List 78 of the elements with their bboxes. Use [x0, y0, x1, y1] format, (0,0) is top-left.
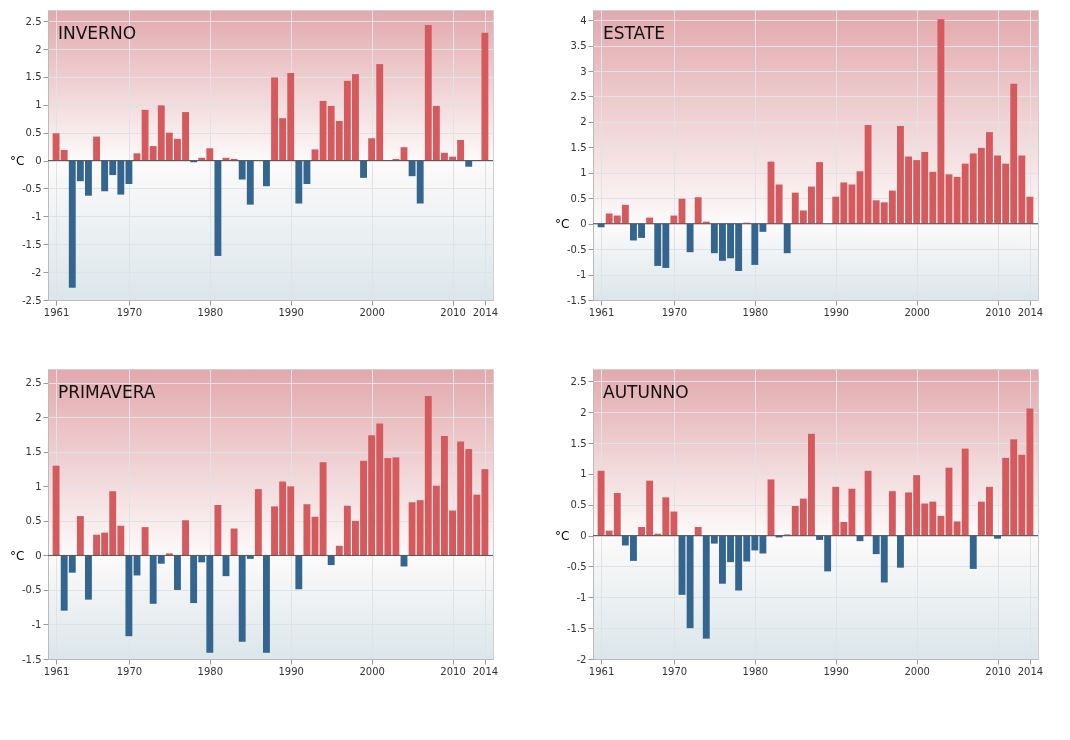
y-tick-label: 2.5 [25, 377, 42, 389]
y-tick-label: 3 [580, 65, 587, 77]
y-tick-label: 1.5 [25, 71, 42, 83]
y-tick-label: 1.5 [570, 437, 587, 449]
y-tick-label: -1 [576, 269, 587, 281]
y-tick-label: 0 [35, 549, 42, 561]
y-axis-title: °C [555, 217, 570, 232]
y-tick-label: 2 [35, 411, 42, 423]
x-tick-label: 1970 [116, 306, 143, 318]
x-tick-label: 2010 [440, 665, 466, 677]
y-tick-label: 1 [580, 167, 587, 179]
y-tick-label: -1 [576, 591, 587, 603]
y-tick-label: 2 [580, 406, 587, 418]
y-tick-label: -1.5 [566, 622, 587, 634]
y-tick-label: -2 [576, 653, 587, 665]
y-axis-title: °C [10, 154, 25, 169]
text: INVERNO [58, 23, 137, 43]
y-tick-label: 1 [35, 99, 42, 111]
x-tick-label: 2000 [904, 306, 930, 318]
y-tick-label: 1.5 [570, 141, 587, 153]
text: PRIMAVERA [58, 382, 156, 402]
y-tick-label: -0.5 [566, 243, 587, 255]
x-tick-label: 1990 [823, 306, 849, 318]
y-tick-label: 0.5 [570, 499, 587, 511]
y-tick-label: 0 [580, 218, 587, 230]
y-tick-label: 0.5 [570, 192, 587, 204]
y-tick-label: 1 [580, 468, 587, 480]
y-tick-label: 4 [580, 14, 587, 26]
x-tick-label: 1961 [43, 306, 70, 318]
y-axis-title: °C [10, 548, 25, 563]
x-tick-label: 1980 [197, 665, 224, 677]
text: ESTATE [603, 23, 666, 43]
y-tick-label: -1.5 [21, 238, 42, 250]
x-tick-label: 2000 [904, 665, 930, 677]
y-tick-label: -1.5 [566, 294, 587, 306]
y-tick-label: 0 [35, 155, 42, 167]
y-tick-label: 2.5 [570, 90, 587, 102]
y-tick-label: 0.5 [25, 127, 42, 139]
y-tick-label: 2.5 [570, 375, 587, 387]
x-tick-label: 1970 [661, 306, 688, 318]
y-tick-label: 3.5 [570, 40, 587, 52]
x-tick-label: 2010 [985, 665, 1011, 677]
y-tick-label: -2 [31, 266, 42, 278]
y-tick-label: -0.5 [21, 182, 42, 194]
y-tick-label: 2 [580, 116, 587, 128]
x-tick-label: 1961 [43, 665, 70, 677]
y-tick-label: 0.5 [25, 515, 42, 527]
y-tick-label: 2.5 [25, 15, 42, 27]
x-tick-label: 2014 [472, 665, 499, 677]
x-tick-label: 1980 [197, 306, 224, 318]
x-tick-label: 1980 [742, 306, 769, 318]
x-tick-label: 2000 [359, 665, 385, 677]
x-tick-label: 2014 [1017, 665, 1044, 677]
y-tick-label: 1.5 [25, 446, 42, 458]
x-tick-label: 1990 [823, 665, 849, 677]
y-tick-label: -2.5 [21, 294, 42, 306]
x-tick-label: 1970 [116, 665, 143, 677]
x-tick-label: 2014 [1017, 306, 1044, 318]
y-axis-title: °C [555, 529, 570, 544]
y-tick-label: 1 [35, 480, 42, 492]
y-tick-label: -0.5 [21, 584, 42, 596]
x-tick-label: 1961 [588, 665, 615, 677]
x-tick-label: 2010 [985, 306, 1011, 318]
x-tick-label: 1980 [742, 665, 769, 677]
text: AUTUNNO [603, 382, 689, 402]
x-tick-label: 1990 [278, 306, 304, 318]
x-tick-label: 1990 [278, 665, 304, 677]
x-tick-label: 2014 [472, 306, 499, 318]
y-tick-label: -1 [31, 618, 42, 630]
y-tick-label: 0 [580, 530, 587, 542]
y-tick-label: -1 [31, 210, 42, 222]
y-tick-label: -1.5 [21, 653, 42, 665]
x-tick-label: 2010 [440, 306, 466, 318]
y-tick-label: 2 [35, 43, 42, 55]
x-tick-label: 1970 [661, 665, 688, 677]
y-tick-label: -0.5 [566, 560, 587, 572]
x-tick-label: 2000 [359, 306, 385, 318]
x-tick-label: 1961 [588, 306, 615, 318]
